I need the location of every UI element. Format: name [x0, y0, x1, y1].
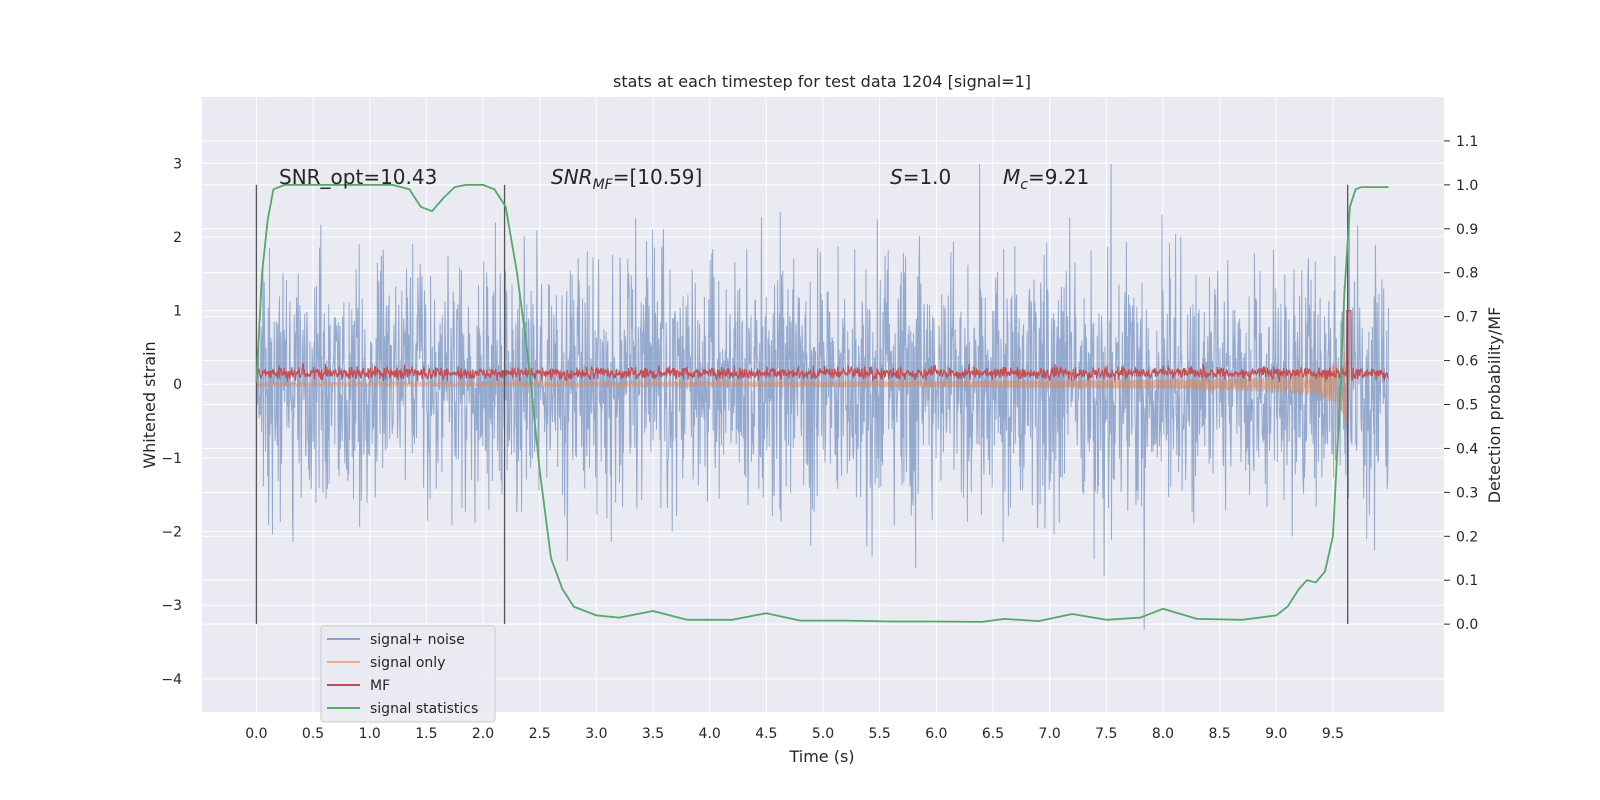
y2-axis-ticks: 1.1 1.0 0.9 0.8 0.7 0.6 0.5 0.4 0.3 0.2 0.1 0.0 — [1444, 134, 1478, 633]
y2-tick-label: 0.0 — [1456, 617, 1478, 633]
y-tick-label: −3 — [161, 598, 182, 614]
annotation-s: S=1.0 — [890, 165, 951, 189]
x-tick-label: 1.5 — [415, 726, 437, 742]
y-tick-label: 1 — [173, 304, 182, 320]
signal-noise-series — [255, 163, 1389, 630]
y-tick-label: 2 — [173, 230, 182, 246]
x-tick-label: 6.5 — [982, 726, 1004, 742]
x-tick-label: 5.5 — [869, 726, 891, 742]
x-axis-ticks: 0.0 0.5 1.0 1.5 2.0 2.5 3.0 3.5 4.0 4.5 5.0 5.5 6.0 6… — [245, 726, 1344, 742]
mf-line — [256, 310, 1389, 383]
s-symbol: S — [890, 165, 903, 189]
legend-label-signal-statistics: signal statistics — [370, 701, 478, 717]
snr-mf-symbol: SNR — [551, 165, 593, 189]
y2-tick-label: 1.0 — [1456, 178, 1478, 194]
y2-tick-label: 0.6 — [1456, 354, 1478, 370]
y-tick-label: 0 — [173, 377, 182, 393]
x-tick-label: 9.5 — [1322, 726, 1344, 742]
y-tick-label: 3 — [173, 156, 182, 172]
x-tick-label: 4.5 — [755, 726, 777, 742]
snr-mf-value: =[10.59] — [613, 165, 703, 189]
y2-axis-label: Detection probability/MF — [1485, 307, 1504, 504]
mc-subscript: c — [1020, 177, 1028, 193]
y2-tick-label: 0.4 — [1456, 441, 1478, 457]
x-tick-label: 8.0 — [1152, 726, 1174, 742]
y2-tick-label: 0.9 — [1456, 222, 1478, 238]
x-tick-label: 2.5 — [529, 726, 551, 742]
chart-title: stats at each timestep for test data 120… — [613, 72, 1031, 91]
legend-label-signal-only: signal only — [370, 655, 445, 671]
legend-label-mf: MF — [370, 678, 390, 694]
x-tick-label: 1.0 — [359, 726, 381, 742]
x-tick-label: 4.0 — [699, 726, 721, 742]
legend-label-signal-noise: signal+ noise — [370, 632, 465, 648]
y-tick-label: −2 — [161, 525, 182, 541]
x-tick-label: 3.0 — [585, 726, 607, 742]
mc-symbol: M — [1003, 165, 1020, 189]
y2-tick-label: 1.1 — [1456, 134, 1478, 150]
y-tick-label: −1 — [161, 451, 182, 467]
mc-value: =9.21 — [1028, 165, 1089, 189]
signal-noise-line — [255, 163, 1389, 630]
x-tick-label: 2.0 — [472, 726, 494, 742]
y2-tick-label: 0.7 — [1456, 310, 1478, 326]
signal-only-series — [255, 334, 1350, 429]
vertical-markers — [255, 184, 1349, 625]
signal-statistics-series — [255, 184, 1389, 623]
x-tick-label: 5.0 — [812, 726, 834, 742]
x-tick-label: 6.0 — [925, 726, 947, 742]
y2-tick-label: 0.5 — [1456, 398, 1478, 414]
annotation-snr-mf: SNRMF=[10.59] — [551, 165, 702, 193]
x-tick-label: 9.0 — [1265, 726, 1287, 742]
y2-tick-label: 0.3 — [1456, 485, 1478, 501]
y-tick-label: −4 — [161, 672, 182, 688]
y-axis-ticks: 3 2 1 0 −1 −2 −3 −4 — [161, 156, 182, 688]
x-axis-label: Time (s) — [788, 747, 854, 766]
y2-tick-label: 0.1 — [1456, 573, 1478, 589]
annotation-snr-opt: SNR_opt=10.43 — [279, 165, 437, 189]
x-tick-label: 0.0 — [245, 726, 267, 742]
annotation-mc: Mc=9.21 — [1003, 165, 1089, 193]
y2-tick-label: 0.8 — [1456, 266, 1478, 282]
x-tick-label: 8.5 — [1208, 726, 1230, 742]
y2-tick-label: 0.2 — [1456, 529, 1478, 545]
x-tick-label: 7.0 — [1039, 726, 1061, 742]
x-tick-label: 0.5 — [302, 726, 324, 742]
snr-mf-subscript: MF — [593, 177, 614, 193]
y-axis-label: Whitened strain — [140, 341, 159, 468]
signal-only-line — [255, 334, 1350, 429]
signal-statistics-line — [255, 184, 1389, 623]
s-value: =1.0 — [903, 165, 952, 189]
legend: signal+ noise signal only MF signal stat… — [320, 625, 496, 723]
mf-series — [256, 310, 1389, 383]
x-tick-label: 7.5 — [1095, 726, 1117, 742]
x-tick-label: 3.5 — [642, 726, 664, 742]
legend-box — [320, 625, 496, 723]
